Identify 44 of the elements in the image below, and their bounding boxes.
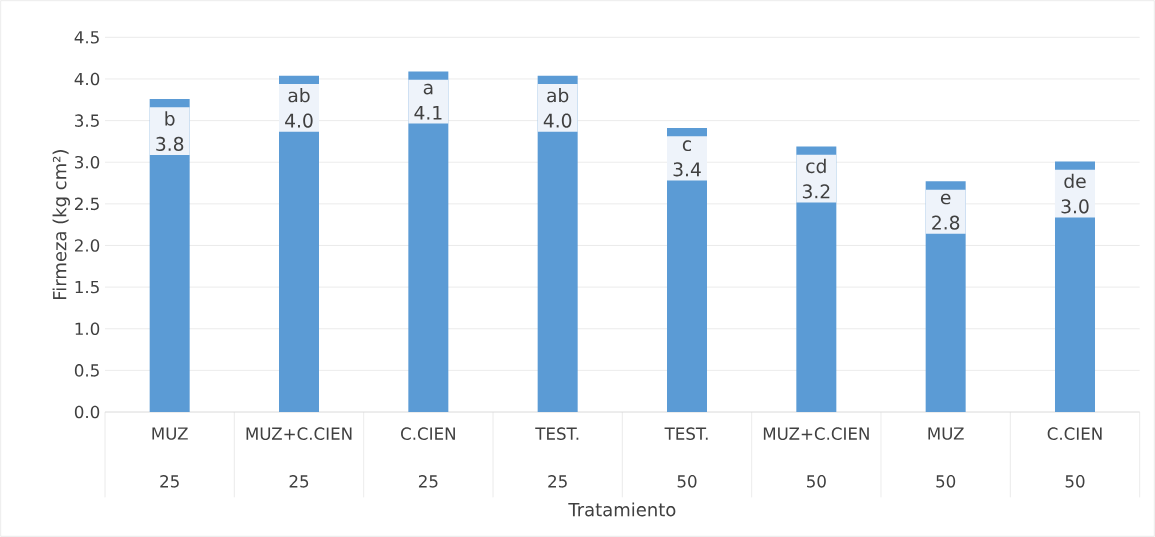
y-tick-label: 4.0: [74, 72, 100, 86]
y-tick-label: 1.0: [75, 322, 100, 336]
annotation: b: [165, 111, 175, 126]
annotation: ab: [547, 87, 569, 103]
annotation: ab: [288, 87, 310, 103]
text: 25: [548, 475, 567, 488]
data-label: 3.2: [802, 184, 830, 199]
annotation: a: [423, 83, 433, 95]
annotation: de: [1064, 173, 1086, 189]
x-tick-label: MUZ+C.CIEN: [246, 427, 352, 440]
data-label: 4.0: [543, 113, 572, 128]
text: 25: [289, 475, 309, 488]
y-tick-label: 2.5: [75, 197, 99, 211]
x-axis-title: Tratamiento: [568, 502, 676, 517]
y-tick-label: 1.5: [75, 280, 99, 294]
text: 50: [1065, 475, 1085, 488]
x-tick-label: TEST.: [664, 427, 708, 440]
data-label: 4.1: [414, 105, 442, 120]
data-label: 4.0: [285, 113, 313, 128]
x-tick-label: MUZ: [152, 427, 188, 440]
y-tick-label: 4.5: [74, 31, 99, 44]
x-tick-label: C.CIEN: [401, 427, 455, 440]
annotation: e: [940, 193, 951, 205]
data-label: 2.8: [932, 215, 960, 230]
y-tick-label: 3.5: [75, 114, 99, 127]
y-tick-label: 2.0: [75, 239, 100, 252]
text: 50: [807, 475, 826, 488]
text: 50: [936, 475, 956, 488]
data-label: 3.0: [1061, 199, 1089, 214]
text: 25: [418, 475, 438, 488]
x-tick-label: MUZ: [928, 427, 964, 440]
x-tick-label: TEST.: [535, 427, 579, 440]
y-tick-label: 0.5: [74, 364, 99, 377]
y-tick-label: 3.0: [75, 155, 100, 169]
y-axis-title: Firmeza (kg cm²): [52, 150, 70, 299]
annotation: cd: [806, 158, 826, 174]
x-tick-label: C.CIEN: [1047, 427, 1102, 440]
data-label: 3.8: [156, 136, 184, 152]
y-tick-label: 0.0: [74, 405, 100, 419]
data-label: 3.4: [673, 162, 701, 177]
text: 50: [677, 475, 697, 488]
x-tick-label: MUZ+C.CIEN: [763, 427, 869, 440]
annotation: c: [682, 140, 691, 152]
text: 25: [160, 475, 179, 488]
